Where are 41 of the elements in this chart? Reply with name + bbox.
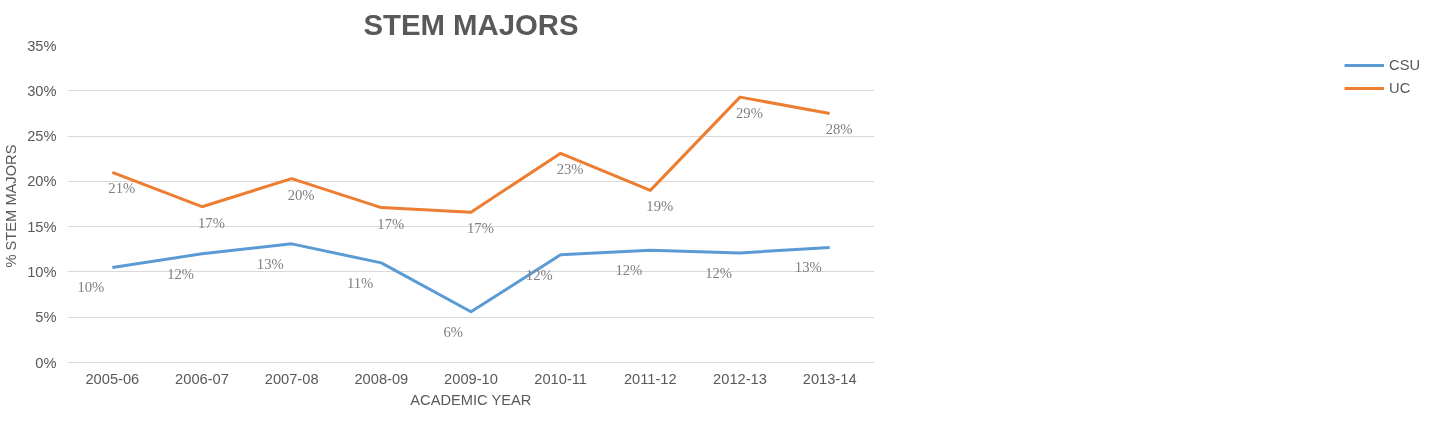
data-label: 13% <box>256 255 284 272</box>
x-tick-label: 2013-14 <box>802 370 857 387</box>
data-label: 29% <box>736 105 763 122</box>
y-tick-label: 30% <box>27 82 57 99</box>
y-tick-label: 10% <box>27 263 57 280</box>
data-label: 6% <box>443 323 464 340</box>
x-tick-label: 2008-09 <box>354 370 409 387</box>
x-tick-label: 2012-13 <box>713 370 767 387</box>
x-tick-label: 2011-12 <box>623 370 677 387</box>
y-tick-label: 5% <box>35 309 57 326</box>
data-label: 13% <box>794 259 822 276</box>
data-label: 21% <box>108 180 136 197</box>
x-tick-label: 2007-08 <box>264 370 319 387</box>
data-label: 28% <box>825 121 853 138</box>
y-tick-label: 35% <box>27 37 57 54</box>
chart-title: STEM MAJORS <box>363 7 579 41</box>
data-label: 19% <box>646 198 674 215</box>
data-label: 12% <box>167 265 195 282</box>
legend-label: UC <box>1389 80 1411 96</box>
data-label: 20% <box>287 186 315 203</box>
data-label: 11% <box>347 274 374 291</box>
line-series <box>110 242 832 314</box>
data-label: 12% <box>615 262 643 279</box>
data-label: 23% <box>556 161 584 178</box>
data-label: 10% <box>77 279 105 296</box>
data-label: 12% <box>705 264 733 281</box>
data-label: 17% <box>198 214 225 231</box>
data-label: 17% <box>377 215 405 232</box>
y-tick-label: 15% <box>27 218 57 235</box>
x-tick-label: 2006-07 <box>175 370 229 387</box>
x-tick-label: 2010-11 <box>534 370 588 387</box>
data-label: 12% <box>525 266 553 283</box>
y-tick-label: 25% <box>27 128 57 145</box>
y-tick-label: 0% <box>35 354 57 371</box>
data-label: 17% <box>467 220 494 237</box>
x-tick-label: 2009-10 <box>444 370 498 387</box>
y-axis-title: % STEM MAJORS <box>3 144 20 268</box>
x-axis-title: ACADEMIC YEAR <box>410 391 532 408</box>
legend-label: CSU <box>1389 57 1420 73</box>
x-tick-label: 2005-06 <box>85 370 140 387</box>
y-tick-label: 20% <box>27 173 57 190</box>
